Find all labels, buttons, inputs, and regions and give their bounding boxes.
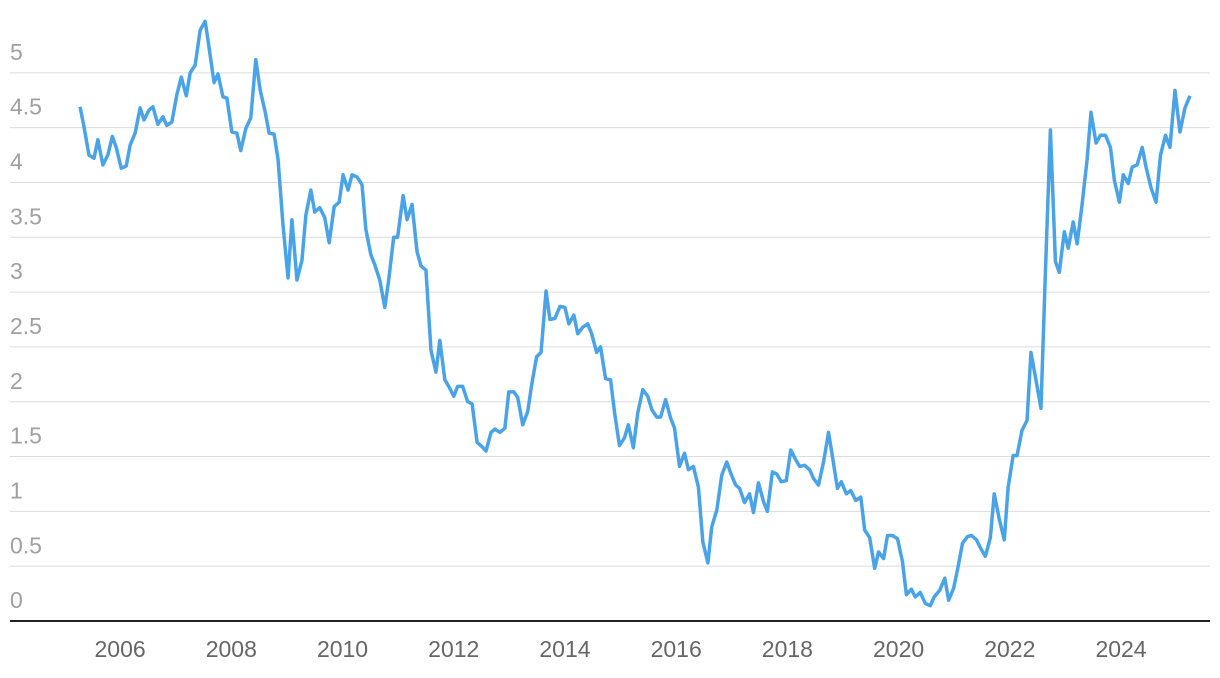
y-tick-label: 2.5 bbox=[10, 313, 42, 339]
y-tick-label: 0 bbox=[10, 587, 23, 613]
x-tick-label: 2012 bbox=[428, 636, 479, 662]
data-line bbox=[78, 19, 1192, 608]
x-tick-label: 2018 bbox=[762, 636, 813, 662]
y-tick-label: 3 bbox=[10, 258, 23, 284]
y-tick-label: 1 bbox=[10, 477, 23, 503]
x-tick-label: 2008 bbox=[206, 636, 257, 662]
x-tick-label: 2016 bbox=[651, 636, 702, 662]
x-tick-label: 2024 bbox=[1095, 636, 1146, 662]
y-tick-label: 4.5 bbox=[10, 94, 42, 120]
y-tick-label: 4 bbox=[10, 149, 23, 175]
y-tick-label: 1.5 bbox=[10, 423, 42, 449]
x-tick-label: 2020 bbox=[873, 636, 924, 662]
y-tick-label: 2 bbox=[10, 368, 23, 394]
x-tick-label: 2006 bbox=[95, 636, 146, 662]
x-tick-label: 2010 bbox=[317, 636, 368, 662]
x-tick-label: 2022 bbox=[984, 636, 1035, 662]
y-tick-label: 3.5 bbox=[10, 203, 42, 229]
y-tick-label: 5 bbox=[10, 39, 23, 65]
x-tick-label: 2014 bbox=[539, 636, 590, 662]
y-tick-label: 0.5 bbox=[10, 532, 42, 558]
